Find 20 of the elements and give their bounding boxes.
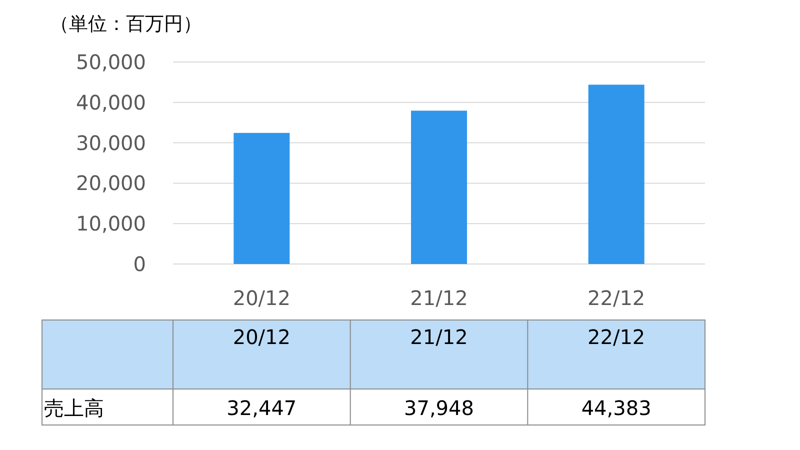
bar [588,84,644,264]
y-tick-label: 20,000 [76,171,146,196]
y-tick-label: 10,000 [76,212,146,236]
category-label: 22/12 [588,325,646,349]
category-label: 21/12 [410,325,468,349]
y-tick-label: 0 [133,252,146,276]
data-label: 32,447 [226,396,297,420]
y-tick-label: 50,000 [76,50,146,74]
x-tick-label: 21/12 [410,286,468,310]
category-label: 20/12 [232,325,290,349]
x-tick-label: 20/12 [232,286,290,310]
y-tick-label: 40,000 [76,90,146,114]
x-tick-label: 22/12 [588,286,646,310]
data-label: 44,383 [581,396,652,420]
bar [234,132,290,264]
y-tick-label: 30,000 [76,130,146,155]
data-label: 37,948 [404,396,474,420]
y-axis-title: （単位：百万円） [50,13,202,35]
text: 売上高 [44,396,104,420]
bar [411,110,467,264]
